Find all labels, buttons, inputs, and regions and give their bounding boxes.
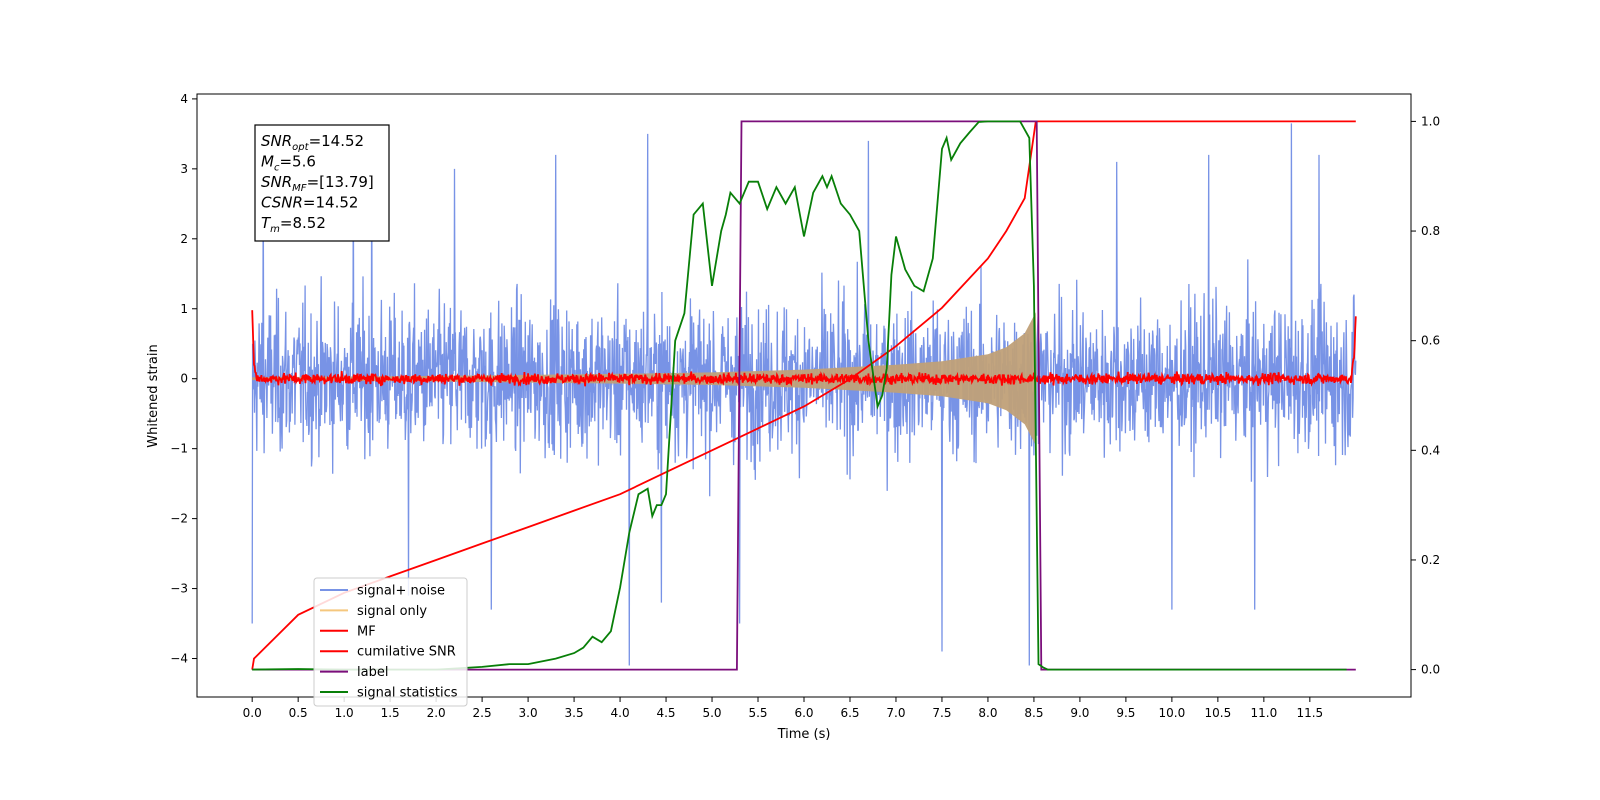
x-tick-label: 6.0 — [794, 706, 813, 720]
y-tick-label: −4 — [170, 652, 188, 666]
legend: signal+ noise signal only MF cumilative SNR… — [313, 577, 468, 707]
annotation-line: Mc=5.6 — [261, 153, 316, 174]
x-tick-label: 8.0 — [978, 706, 997, 720]
y-tick-label: 1 — [180, 302, 188, 316]
y-right-tick-label: 0.0 — [1421, 663, 1440, 677]
annotation-frame — [254, 124, 390, 242]
x-tick-label: 4.0 — [611, 706, 630, 720]
x-tick-label: 2.0 — [427, 706, 446, 720]
x-tick-label: 6.5 — [840, 706, 859, 720]
y-tick-label: 4 — [180, 92, 188, 106]
annotation-line: Tm=8.52 — [261, 214, 326, 235]
x-tick-label: 10.5 — [1205, 706, 1232, 720]
y-right-tick-label: 0.8 — [1421, 224, 1440, 238]
x-tick-label: 2.5 — [473, 706, 492, 720]
y-tick-label: 2 — [180, 232, 188, 246]
legend-label: cumilative SNR — [357, 645, 456, 660]
x-tick-label: 9.5 — [1116, 706, 1135, 720]
y-axis-label: Whitened strain — [146, 344, 161, 447]
y-tick-label: −2 — [170, 512, 188, 526]
x-tick-label: 0.0 — [243, 706, 262, 720]
annotation-line: CSNR=14.52 — [261, 194, 358, 212]
y-right-tick-label: 0.2 — [1421, 553, 1440, 567]
snr-annotation-box: SNRopt=14.52Mc=5.6SNRMF=[13.79]CSNR=14.5… — [254, 124, 390, 242]
series-signal-noise-line — [251, 123, 1357, 666]
legend-label: label — [357, 665, 388, 680]
x-tick-label: 7.0 — [886, 706, 905, 720]
x-axis-label: Time (s) — [777, 727, 831, 742]
y-right-tick-label: 0.4 — [1421, 443, 1440, 457]
legend-label: signal statistics — [357, 686, 458, 701]
series-signal-statistics-line — [252, 120, 1347, 671]
x-tick-label: 11.0 — [1250, 706, 1277, 720]
series-mf-line — [251, 310, 1357, 388]
x-tick-label: 1.0 — [335, 706, 354, 720]
legend-label: signal+ noise — [357, 584, 445, 599]
y-right-tick-label: 1.0 — [1421, 114, 1440, 128]
x-tick-label: 3.5 — [565, 706, 584, 720]
x-tick-label: 3.0 — [519, 706, 538, 720]
y-tick-label: 0 — [180, 372, 188, 386]
x-tick-label: 10.0 — [1159, 706, 1186, 720]
y-tick-label: 3 — [180, 162, 188, 176]
legend-label: signal only — [357, 604, 427, 619]
x-tick-label: 1.5 — [381, 706, 400, 720]
legend-label: MF — [357, 624, 376, 639]
annotation-line: SNRMF=[13.79] — [261, 173, 374, 194]
x-tick-label: 0.5 — [289, 706, 308, 720]
legend-frame — [313, 577, 468, 707]
y-tick-label: −1 — [170, 442, 188, 456]
y-tick-label: −3 — [170, 582, 188, 596]
x-tick-label: 7.5 — [932, 706, 951, 720]
x-tick-label: 8.5 — [1024, 706, 1043, 720]
x-tick-label: 5.5 — [748, 706, 767, 720]
annotation-line: SNRopt=14.52 — [261, 132, 364, 153]
y-right-tick-label: 0.6 — [1421, 334, 1440, 348]
x-tick-label: 5.0 — [702, 706, 721, 720]
x-tick-label: 9.0 — [1070, 706, 1089, 720]
x-tick-label: 11.5 — [1296, 706, 1323, 720]
x-tick-label: 4.5 — [656, 706, 675, 720]
